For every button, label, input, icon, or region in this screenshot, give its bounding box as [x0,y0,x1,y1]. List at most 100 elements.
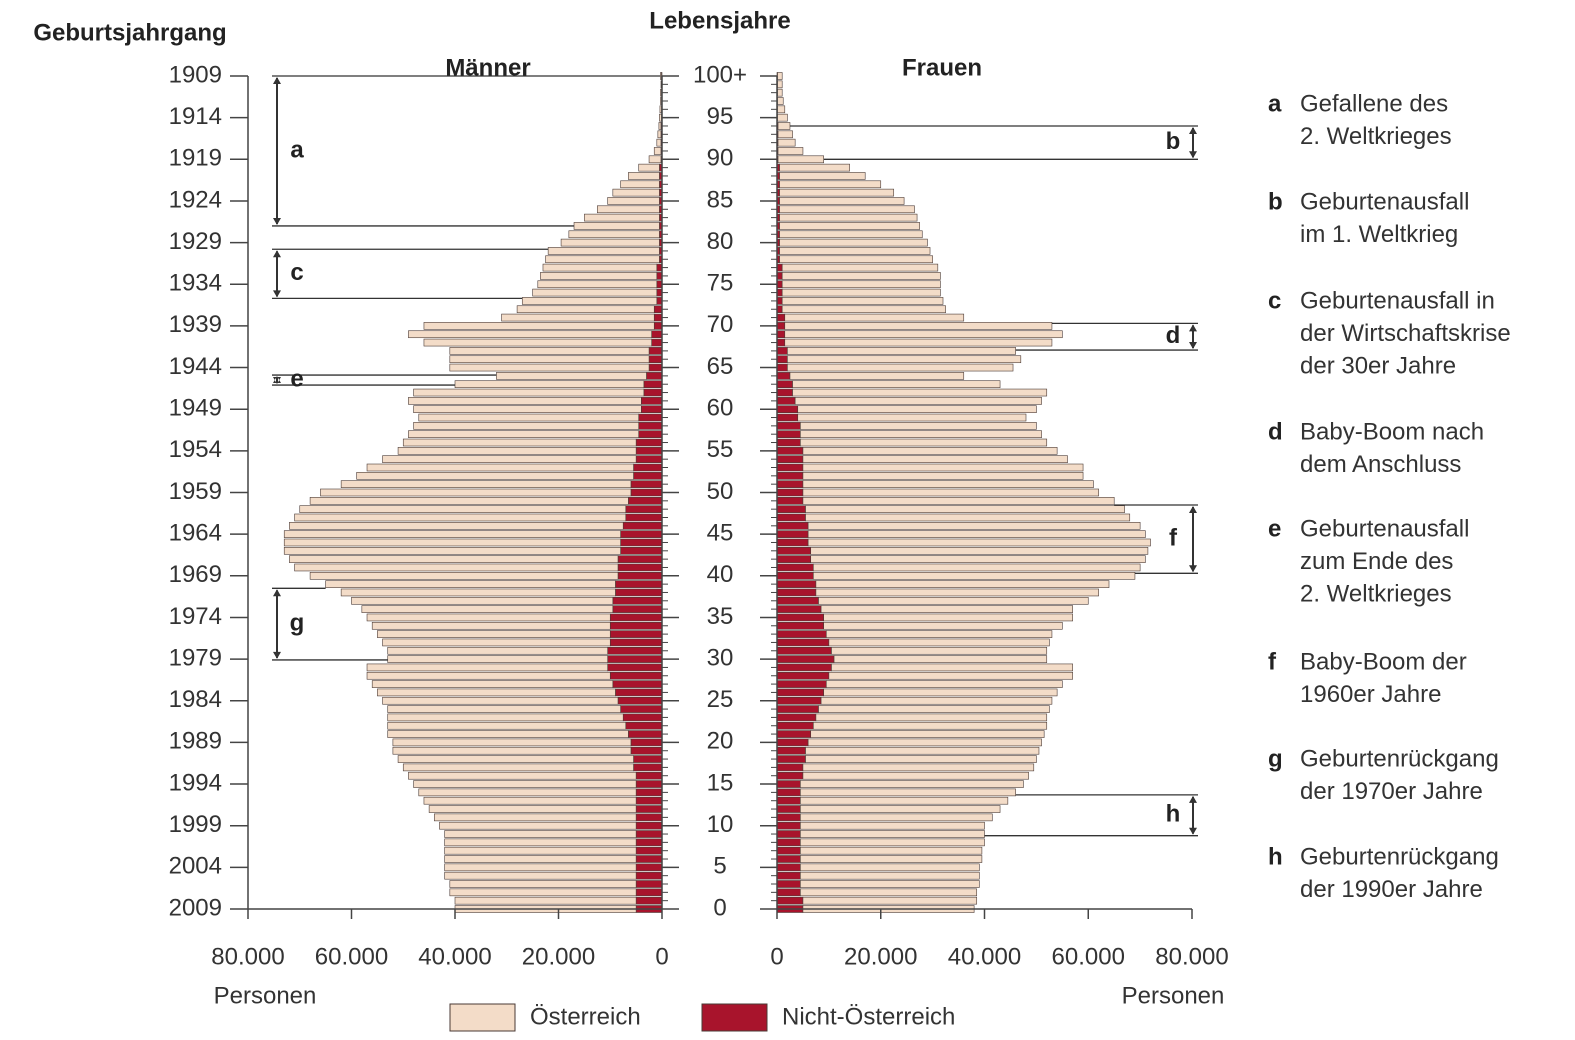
bar-segment [584,213,660,222]
note-text: Geburtenausfall [1300,515,1469,542]
bar-segment [776,530,809,538]
bar-segment [633,755,663,763]
bar-segment [615,588,663,597]
bar-segment [630,480,663,488]
bar-segment [776,721,814,730]
annotation-bracket [1114,504,1198,574]
annotation-letter: f [1169,524,1178,551]
bar-segment [802,447,1058,455]
bar-segment [340,588,616,597]
age-tick-label: 10 [707,811,734,838]
bar-segment [612,188,660,197]
bar-segment [776,705,819,713]
x-tick-label: 80.000 [211,943,284,970]
bar-segment [800,846,983,855]
bar-segment [454,380,645,389]
note-text: 1960er Jahre [1300,681,1441,708]
bar-segment [283,547,621,555]
bar-segment [573,222,660,230]
x-axis-title: Personen [214,982,317,1009]
bar-segment [776,780,801,788]
bar-segment [779,247,931,255]
bar-segment [813,563,1141,572]
bar-segment [408,771,637,780]
bar-segment [776,696,822,705]
bar-segment [776,463,804,472]
bar-segment [320,488,632,497]
bar-segment [428,805,637,813]
bar-segment [800,821,985,830]
bar-segment [781,297,944,305]
bar-segment [776,646,832,655]
age-axis-title: Lebensjahre [649,7,790,34]
bar-segment [802,455,1068,463]
bar-segment [658,122,662,130]
bar-segment [779,163,850,172]
bar-segment [542,263,658,272]
bar-segment [776,638,830,647]
bar-segment [656,288,663,297]
bar-segment [444,871,637,880]
annotation-letter: d [1166,322,1181,349]
age-tick-label: 65 [707,353,734,380]
bar-segment [779,180,882,189]
bar-segment [377,688,616,697]
bar-segment [776,330,786,339]
bar-segment [387,705,621,713]
bar-segment [776,596,819,605]
bar-segment [651,330,663,339]
birth-year-tick-label: 1944 [169,353,222,380]
birth-year-tick-label: 1989 [169,728,222,755]
bar-segment [449,355,650,364]
bar-segment [797,413,1027,422]
bar-segment [628,172,660,180]
age-tick-label: 15 [707,769,734,796]
bar-segment [776,671,830,680]
bar-segment [628,730,663,738]
bar-segment [402,763,634,772]
bar-segment [781,263,939,272]
bar-segment [371,621,611,630]
bar-segment [366,463,634,472]
bar-segment [807,538,1151,547]
bar-segment [815,713,1048,722]
bar-segment [776,855,801,863]
bar-segment [777,147,804,155]
bar-segment [800,796,1009,805]
legend-label: Nicht-Österreich [782,1003,955,1030]
bar-segment [776,796,801,805]
birth-year-tick-label: 1964 [169,519,222,546]
bar-segment [656,280,663,289]
age-tick-label: 50 [707,478,734,505]
note-letter: g [1268,745,1283,772]
age-tick-label: 45 [707,519,734,546]
bar-segment [800,830,985,838]
bar-segment [371,680,614,688]
bar-segment [612,596,663,605]
bar-segment [800,805,1001,813]
age-tick-label: 0 [713,894,726,921]
bar-segment [800,838,985,847]
bar-segment [802,771,1029,780]
bar-segment [807,530,1146,538]
x-tick-label: 20.000 [522,943,595,970]
bar-segment [828,638,1050,647]
birth-year-tick-label: 1994 [169,769,222,796]
bar-segment [609,621,663,630]
birth-year-tick-label: 1949 [169,395,222,422]
bar-segment [776,280,783,289]
bar-segment [779,172,866,180]
bar-segment [423,322,655,330]
bar-segment [656,297,663,305]
bar-segment [622,522,663,530]
age-tick-label: 70 [707,311,734,338]
panel-title: Männer [445,54,530,81]
note-text: Geburtenrückgang [1300,843,1499,870]
bar-segment [289,522,624,530]
annotation-letter: h [1166,801,1181,828]
bar-segment [560,238,660,247]
bar-segment [776,863,801,872]
bar-segment [630,738,663,747]
bar-segment [635,888,663,897]
